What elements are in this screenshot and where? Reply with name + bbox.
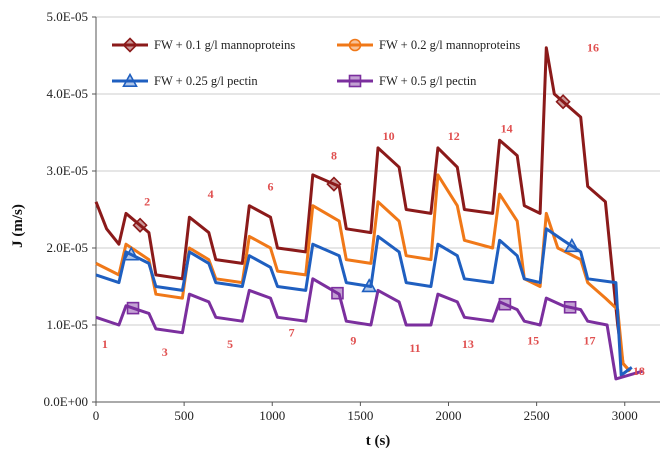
y-tick-label-0: 0.0E+00 bbox=[43, 394, 88, 409]
series-2-marker-1 bbox=[361, 278, 378, 293]
x-tick-labels: 0 500 1000 1500 2000 2500 3000 bbox=[93, 408, 638, 423]
legend-label-3: FW + 0.5 g/l pectin bbox=[379, 74, 477, 88]
cycle-label-10: 10 bbox=[383, 129, 395, 143]
series-0-marker-0 bbox=[132, 217, 148, 233]
legend-marker-3 bbox=[348, 74, 362, 88]
cycle-label-3: 3 bbox=[162, 345, 168, 359]
cycle-label-16: 16 bbox=[587, 41, 599, 55]
cycle-label-9: 9 bbox=[350, 333, 356, 347]
cycle-label-15: 15 bbox=[527, 333, 539, 347]
y-tick-label-3: 3.0E-05 bbox=[46, 163, 88, 178]
legend-marker-0 bbox=[122, 37, 138, 53]
legend: FW + 0.1 g/l mannoproteins FW + 0.2 g/l m… bbox=[112, 37, 520, 88]
series-lines bbox=[94, 46, 643, 381]
series-line-1 bbox=[95, 173, 632, 373]
cycle-label-12: 12 bbox=[448, 129, 460, 143]
y-tick-label-1: 1.0E-05 bbox=[46, 317, 88, 332]
series-2-marker-0 bbox=[123, 246, 140, 261]
series-markers bbox=[123, 94, 580, 315]
y-tick-label-4: 4.0E-05 bbox=[46, 86, 88, 101]
cycle-label-5: 5 bbox=[227, 337, 233, 351]
cycle-label-14: 14 bbox=[501, 122, 513, 136]
x-axis-label: t (s) bbox=[366, 433, 391, 449]
x-tick-label-1: 500 bbox=[174, 408, 194, 423]
legend-label-2: FW + 0.25 g/l pectin bbox=[154, 74, 258, 88]
legend-label-1: FW + 0.2 g/l mannoproteins bbox=[379, 38, 520, 52]
cycle-label-17: 17 bbox=[584, 333, 596, 347]
series-3-marker-0 bbox=[126, 301, 140, 315]
axes bbox=[92, 16, 660, 406]
x-tick-label-6: 3000 bbox=[612, 408, 638, 423]
y-tick-labels: 0.0E+00 1.0E-05 2.0E-05 3.0E-05 4.0E-05 5.0E-… bbox=[43, 9, 88, 409]
legend-marker-2 bbox=[122, 72, 138, 87]
x-tick-label-0: 0 bbox=[93, 408, 100, 423]
series-3-marker-2 bbox=[498, 297, 512, 311]
y-tick-label-2: 2.0E-05 bbox=[46, 240, 88, 255]
legend-label-0: FW + 0.1 g/l mannoproteins bbox=[154, 38, 295, 52]
cycle-label-6: 6 bbox=[267, 179, 273, 193]
cycle-label-1: 1 bbox=[102, 337, 108, 351]
x-tick-label-5: 2500 bbox=[524, 408, 550, 423]
series-3-marker-3 bbox=[563, 300, 577, 314]
series-3-marker-1 bbox=[331, 286, 344, 300]
series-0-marker-1 bbox=[326, 176, 342, 192]
x-tick-label-4: 2000 bbox=[436, 408, 462, 423]
y-tick-label-5: 5.0E-05 bbox=[46, 9, 88, 24]
cycle-label-2: 2 bbox=[144, 195, 150, 209]
series-line-2 bbox=[95, 227, 633, 377]
cycle-label-13: 13 bbox=[462, 337, 474, 351]
cycle-label-8: 8 bbox=[331, 148, 337, 162]
cycle-label-7: 7 bbox=[289, 326, 295, 340]
cycle-label-4: 4 bbox=[208, 187, 214, 201]
cycle-label-18: 18 bbox=[633, 364, 645, 378]
x-tick-label-3: 1500 bbox=[347, 408, 373, 423]
series-2-marker-2 bbox=[564, 237, 580, 253]
series-line-0 bbox=[94, 46, 632, 373]
legend-marker-1 bbox=[348, 38, 362, 52]
x-tick-label-2: 1000 bbox=[259, 408, 285, 423]
cycle-label-11: 11 bbox=[409, 341, 420, 355]
series-line-3 bbox=[95, 277, 643, 381]
series-0-marker-2 bbox=[555, 94, 571, 110]
y-axis-label: J (m/s) bbox=[10, 204, 26, 248]
